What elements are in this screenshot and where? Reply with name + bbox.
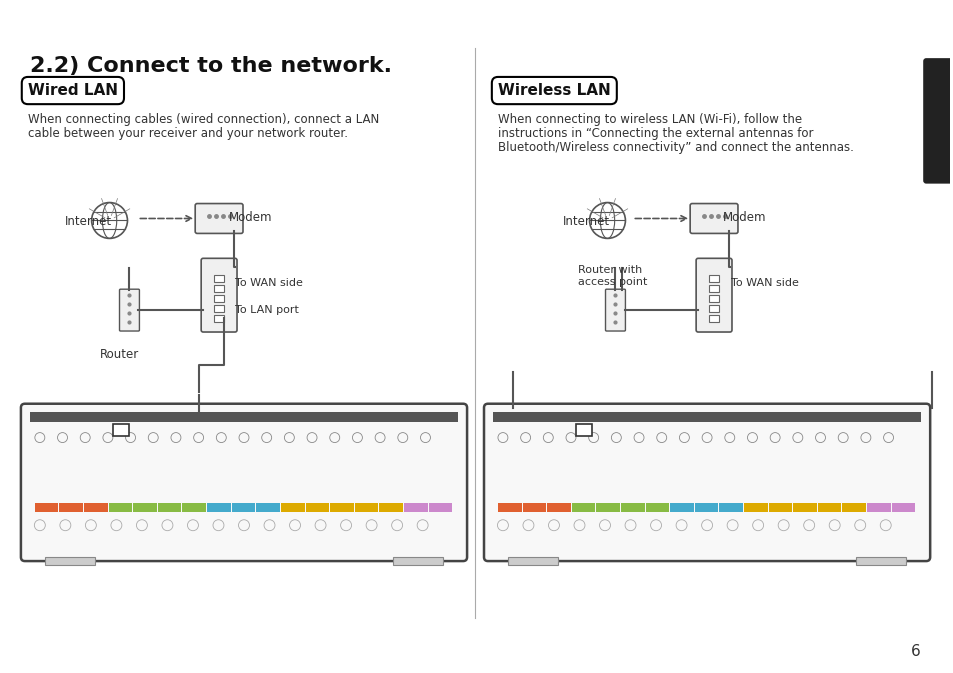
Text: When connecting cables (wired connection), connect a LAN: When connecting cables (wired connection… bbox=[28, 113, 378, 126]
Bar bbox=[522, 503, 545, 512]
FancyBboxPatch shape bbox=[708, 275, 719, 282]
FancyBboxPatch shape bbox=[213, 315, 224, 322]
Bar bbox=[792, 503, 816, 512]
Text: 2.2) Connect to the network.: 2.2) Connect to the network. bbox=[30, 56, 392, 76]
Text: To WAN side: To WAN side bbox=[730, 278, 798, 288]
Text: To LAN port: To LAN port bbox=[234, 305, 298, 315]
Bar bbox=[133, 503, 156, 512]
Bar bbox=[493, 412, 921, 422]
FancyBboxPatch shape bbox=[708, 285, 719, 292]
Bar bbox=[645, 503, 668, 512]
Text: cable between your receiver and your network router.: cable between your receiver and your net… bbox=[28, 127, 348, 140]
Bar bbox=[596, 503, 619, 512]
Text: Modem: Modem bbox=[229, 211, 273, 223]
Bar bbox=[379, 503, 402, 512]
FancyBboxPatch shape bbox=[213, 285, 224, 292]
FancyBboxPatch shape bbox=[21, 404, 467, 561]
FancyBboxPatch shape bbox=[605, 289, 625, 331]
Bar bbox=[576, 423, 592, 435]
Bar bbox=[393, 557, 443, 565]
Text: instructions in “Connecting the external antennas for: instructions in “Connecting the external… bbox=[497, 127, 813, 140]
Bar bbox=[59, 503, 83, 512]
Bar bbox=[305, 503, 329, 512]
Bar bbox=[856, 557, 905, 565]
Bar bbox=[571, 503, 595, 512]
Bar bbox=[30, 412, 457, 422]
Bar bbox=[768, 503, 791, 512]
FancyBboxPatch shape bbox=[923, 58, 952, 184]
Bar bbox=[207, 503, 231, 512]
Bar bbox=[841, 503, 865, 512]
Bar bbox=[232, 503, 255, 512]
FancyBboxPatch shape bbox=[213, 295, 224, 302]
Text: Internet: Internet bbox=[65, 215, 112, 229]
Text: Wired LAN: Wired LAN bbox=[28, 83, 118, 98]
Bar bbox=[743, 503, 767, 512]
Text: Internet: Internet bbox=[562, 215, 609, 229]
FancyBboxPatch shape bbox=[213, 305, 224, 312]
Bar bbox=[497, 503, 521, 512]
Text: Router: Router bbox=[99, 348, 139, 361]
Bar bbox=[403, 503, 427, 512]
Text: When connecting to wireless LAN (Wi-Fi), follow the: When connecting to wireless LAN (Wi-Fi),… bbox=[497, 113, 801, 126]
FancyBboxPatch shape bbox=[708, 295, 719, 302]
FancyBboxPatch shape bbox=[708, 315, 719, 322]
Text: Wireless LAN: Wireless LAN bbox=[497, 83, 610, 98]
Bar bbox=[719, 503, 742, 512]
Bar bbox=[428, 503, 452, 512]
Text: To WAN side: To WAN side bbox=[234, 278, 303, 288]
Bar bbox=[256, 503, 279, 512]
Text: Router with
access point: Router with access point bbox=[577, 265, 646, 287]
Bar bbox=[113, 423, 130, 435]
Text: Modem: Modem bbox=[722, 211, 765, 223]
Bar bbox=[182, 503, 206, 512]
FancyBboxPatch shape bbox=[119, 289, 139, 331]
Bar bbox=[280, 503, 304, 512]
FancyBboxPatch shape bbox=[708, 305, 719, 312]
Bar bbox=[157, 503, 181, 512]
Bar bbox=[330, 503, 354, 512]
Bar bbox=[694, 503, 718, 512]
Bar bbox=[620, 503, 644, 512]
FancyBboxPatch shape bbox=[483, 404, 929, 561]
Bar bbox=[669, 503, 693, 512]
FancyBboxPatch shape bbox=[213, 275, 224, 282]
Bar bbox=[817, 503, 841, 512]
Bar bbox=[866, 503, 890, 512]
FancyBboxPatch shape bbox=[201, 258, 236, 332]
Bar bbox=[109, 503, 132, 512]
Bar bbox=[891, 503, 914, 512]
FancyBboxPatch shape bbox=[696, 258, 731, 332]
Bar bbox=[45, 557, 94, 565]
Bar bbox=[35, 503, 58, 512]
Bar bbox=[355, 503, 378, 512]
Text: 6: 6 bbox=[910, 644, 921, 659]
Bar bbox=[547, 503, 570, 512]
Bar bbox=[507, 557, 558, 565]
Bar bbox=[84, 503, 108, 512]
FancyBboxPatch shape bbox=[689, 203, 738, 234]
FancyBboxPatch shape bbox=[195, 203, 243, 234]
Text: Bluetooth/Wireless connectivity” and connect the antennas.: Bluetooth/Wireless connectivity” and con… bbox=[497, 141, 853, 154]
